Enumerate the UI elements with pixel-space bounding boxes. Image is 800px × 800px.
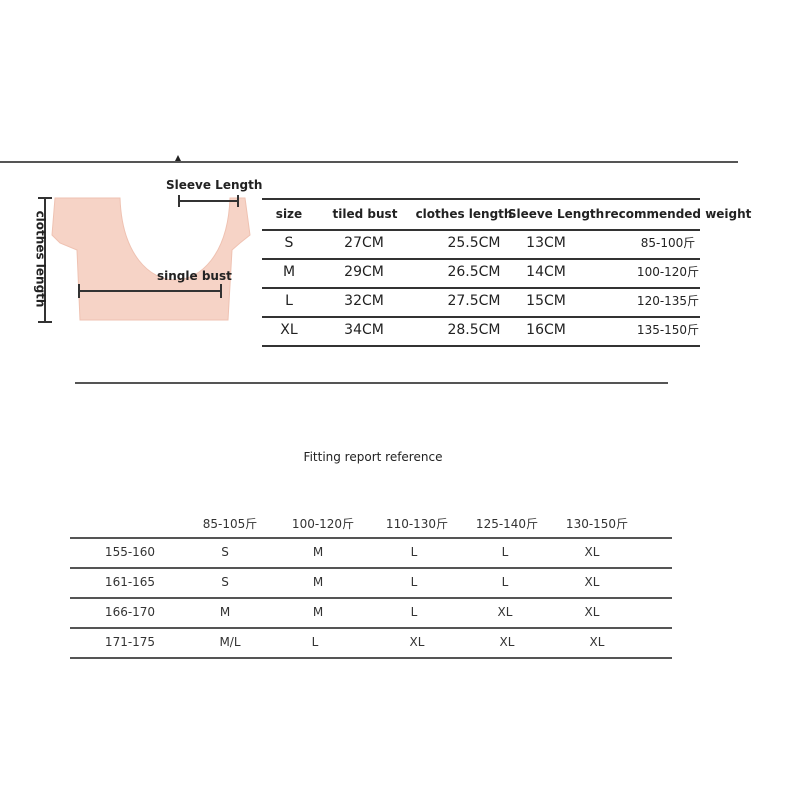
size-cell: 14CM (526, 264, 566, 280)
fit-size-cell: XL (584, 605, 600, 619)
fit-size-cell: L (410, 545, 418, 559)
clothes-length-cap-bottom (38, 321, 52, 323)
height-label: 171-175 (104, 635, 156, 649)
middle-divider (75, 382, 668, 384)
single-bust-bar (78, 290, 222, 292)
size-cell: 135-150斤 (636, 323, 700, 337)
weight-header: 85-105斤 (202, 517, 258, 531)
size-cell: 13CM (526, 235, 566, 251)
divider-marker-icon (175, 155, 181, 161)
size-cell: 28.5CM (447, 322, 501, 338)
header-tiled-bust: tiled bust (332, 207, 398, 221)
clothes-length-cap-top (38, 197, 52, 199)
fit-size-cell: S (221, 545, 229, 559)
clothes-length-label: clothes length (33, 210, 48, 308)
fit-size-cell: XL (589, 635, 605, 649)
garment-illustration (51, 197, 251, 321)
table-rule (70, 597, 672, 599)
header-size: size (275, 207, 303, 221)
top-divider (0, 161, 738, 163)
height-label: 155-160 (104, 545, 156, 559)
sleeve-cap-left (178, 195, 180, 207)
sleeve-length-bar (178, 200, 238, 202)
fit-size-cell: L (311, 635, 319, 649)
fit-size-cell: XL (499, 635, 515, 649)
fit-size-cell: L (501, 575, 509, 589)
single-bust-label: single bust (157, 269, 232, 283)
table-rule (262, 229, 700, 231)
size-cell: 16CM (526, 322, 566, 338)
sleeve-cap-right (237, 195, 239, 207)
table-rule (70, 657, 672, 659)
fit-size-cell: XL (409, 635, 425, 649)
height-label: 161-165 (104, 575, 156, 589)
fit-size-cell: L (501, 545, 509, 559)
size-cell: 15CM (526, 293, 566, 309)
height-label: 166-170 (104, 605, 156, 619)
fit-size-cell: M (219, 605, 231, 619)
size-cell: 100-120斤 (636, 265, 700, 279)
header-clothes-length: clothes length (415, 207, 513, 221)
fit-size-cell: M (312, 605, 324, 619)
weight-header: 125-140斤 (475, 517, 539, 531)
weight-header: 110-130斤 (385, 517, 449, 531)
header-sleeve-length: Sleeve Length (507, 207, 605, 221)
table-rule (262, 316, 700, 318)
fit-size-cell: L (410, 575, 418, 589)
weight-header: 130-150斤 (565, 517, 629, 531)
clothes-length-bar (44, 197, 46, 323)
size-cell: 25.5CM (447, 235, 501, 251)
size-cell: 32CM (344, 293, 384, 309)
bust-cap-left (78, 284, 80, 298)
sleeve-length-label: Sleeve Length (166, 178, 263, 192)
size-cell: XL (280, 322, 298, 338)
table-rule (70, 567, 672, 569)
fit-size-cell: M (312, 545, 324, 559)
fit-size-cell: M (312, 575, 324, 589)
table-rule (262, 258, 700, 260)
table-rule (70, 537, 672, 539)
fit-size-cell: S (221, 575, 229, 589)
table-rule (262, 198, 700, 200)
size-cell: L (285, 293, 293, 309)
fit-size-cell: M/L (219, 635, 241, 649)
weight-header: 100-120斤 (291, 517, 355, 531)
table-rule (262, 287, 700, 289)
table-rule (70, 627, 672, 629)
size-cell: 26.5CM (447, 264, 501, 280)
fit-size-cell: XL (584, 575, 600, 589)
size-cell: 27.5CM (447, 293, 501, 309)
size-cell: S (284, 235, 294, 251)
fitting-title: Fitting report reference (303, 450, 443, 464)
size-cell: 34CM (344, 322, 384, 338)
bust-cap-right (220, 284, 222, 298)
table-rule (262, 345, 700, 347)
fit-size-cell: XL (584, 545, 600, 559)
fit-size-cell: L (410, 605, 418, 619)
size-cell: 27CM (344, 235, 384, 251)
header-recommended-weight: recommended weight (604, 207, 752, 221)
size-cell: 120-135斤 (636, 294, 700, 308)
size-cell: M (282, 264, 296, 280)
size-cell: 29CM (344, 264, 384, 280)
fit-size-cell: XL (497, 605, 513, 619)
size-cell: 85-100斤 (640, 236, 696, 250)
